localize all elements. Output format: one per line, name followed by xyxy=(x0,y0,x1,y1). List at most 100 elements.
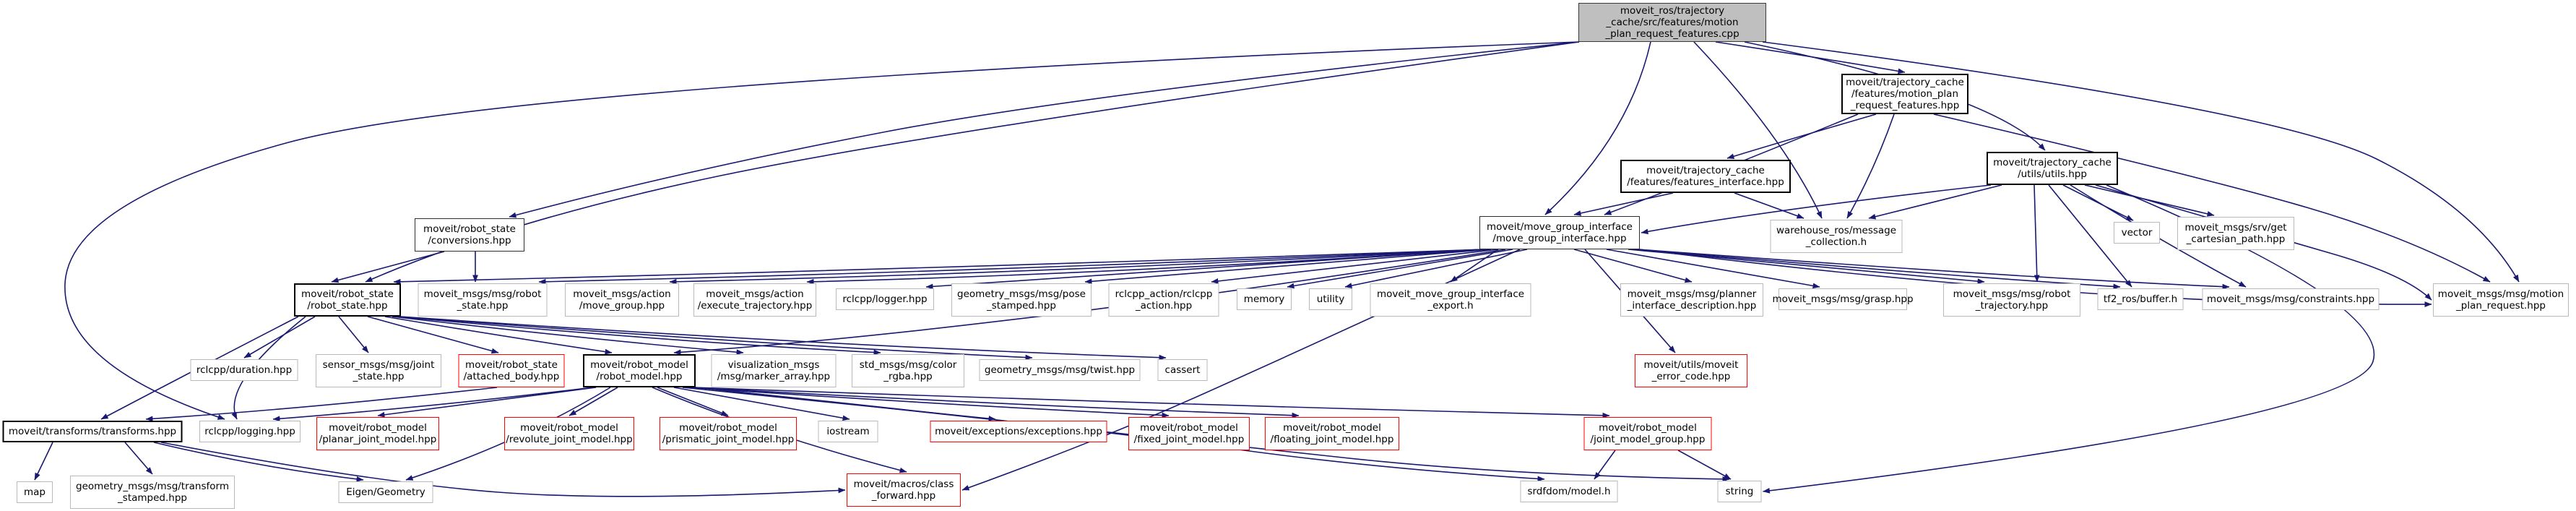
include-edge-robot_state-to-twist xyxy=(398,316,1033,361)
graph-node-mgi[interactable]: moveit/move_group_interface /move_group_… xyxy=(1479,216,1640,249)
include-edge-mgi-to-utility xyxy=(1344,249,1528,288)
include-edge-robot_state-to-robot_model xyxy=(384,316,613,355)
graph-node-tf2[interactable]: tf2_ros/buffer.h xyxy=(2097,288,2184,310)
include-edge-robot_model-to-string xyxy=(695,387,1730,482)
graph-node-color-rgba[interactable]: std_msgs/msg/color _rgba.hpp xyxy=(852,354,964,387)
include-edge-cpp-to-warehouse xyxy=(1693,41,1823,219)
graph-node-robot-traj[interactable]: moveit_msgs/msg/robot _trajectory.hpp xyxy=(1943,283,2080,317)
graph-node-utility[interactable]: utility xyxy=(1309,288,1352,310)
graph-node-exceptions[interactable]: moveit/exceptions/exceptions.hpp xyxy=(930,421,1107,442)
graph-node-warehouse[interactable]: warehouse_ros/message _collection.h xyxy=(1770,220,1903,253)
graph-node-execute[interactable]: moveit_msgs/action /execute_trajectory.h… xyxy=(693,283,816,317)
graph-node-eigen[interactable]: Eigen/Geometry xyxy=(338,481,433,503)
include-edge-robot_state-to-joint_state xyxy=(338,316,369,353)
include-edge-mgi-to-msg_robot_state xyxy=(538,249,1484,285)
include-edge-robot_state-to-color_rgba xyxy=(396,316,881,356)
graph-node-robot-model[interactable]: moveit/robot_model /robot_model.hpp xyxy=(583,354,696,387)
graph-node-conversions[interactable]: moveit/robot_state /conversions.hpp xyxy=(415,218,524,252)
graph-node-revolute[interactable]: moveit/robot_model /revolute_joint_model… xyxy=(504,417,634,450)
include-edge-robot_state-to-cassert xyxy=(399,316,1167,361)
include-edge-conversions-to-robot_state xyxy=(331,251,445,283)
include-edge-transforms-to-class_forward xyxy=(160,442,846,497)
include-edge-mprf-to-warehouse xyxy=(1846,113,1895,219)
include-edge-cpp-to-mpr xyxy=(1762,41,2520,283)
include-edge-mgi-to-robot_state xyxy=(393,249,1484,285)
graph-node-error-code[interactable]: moveit/utils/moveit _error_code.hpp xyxy=(1635,354,1747,387)
include-edge-utils-to-warehouse xyxy=(1868,184,2002,220)
include-edge-cpp-to-conversions xyxy=(509,41,1580,218)
graph-node-mpr[interactable]: moveit_msgs/msg/motion _plan_request.hpp xyxy=(2433,283,2569,317)
include-edge-utils-to-mgi xyxy=(1641,184,1992,235)
include-edge-jmg-to-srdfdom xyxy=(1594,450,1616,480)
include-edge-transforms-to-map xyxy=(34,442,53,481)
graph-node-fixed[interactable]: moveit/robot_model /fixed_joint_model.hp… xyxy=(1128,417,1250,450)
graph-node-map[interactable]: map xyxy=(17,481,53,503)
graph-node-srdfdom[interactable]: srdfdom/model.h xyxy=(1520,481,1618,502)
include-edge-utils-to-robot_traj xyxy=(2033,184,2040,283)
include-edge-cpp-to-robot_state xyxy=(365,41,1580,283)
include-edge-mgi-to-memory xyxy=(1287,249,1513,289)
graph-node-pose-stamped[interactable]: geometry_msgs/msg/pose _stamped.hpp xyxy=(951,283,1092,317)
graph-node-memory[interactable]: memory xyxy=(1237,288,1292,310)
include-edge-mgi-to-grasp xyxy=(1606,249,1820,289)
graph-node-grasp[interactable]: moveit_msgs/msg/grasp.hpp xyxy=(1772,288,1914,310)
graph-node-joint-state[interactable]: sensor_msgs/msg/joint _state.hpp xyxy=(316,354,441,387)
include-edge-utils-to-string xyxy=(1763,184,2375,494)
include-edge-robot_model-to-iostream xyxy=(673,387,850,421)
graph-node-jmg[interactable]: moveit/robot_model /joint_model_group.hp… xyxy=(1583,417,1712,450)
graph-node-transforms[interactable]: moveit/transforms/transforms.hpp xyxy=(2,421,183,442)
include-edge-mprf-to-mpr xyxy=(1933,113,2491,283)
graph-node-rclcpp-action[interactable]: rclcpp_action/rclcpp _action.hpp xyxy=(1108,283,1219,317)
include-edge-robot_model-to-floating xyxy=(691,387,1300,418)
graph-node-vector[interactable]: vector xyxy=(2114,222,2160,244)
include-edge-mgi-to-export xyxy=(1450,249,1499,283)
graph-node-planar[interactable]: moveit/robot_model /planar_joint_model.h… xyxy=(316,417,439,450)
graph-node-cpp[interactable]: moveit_ros/trajectory _cache/src/feature… xyxy=(1578,3,1766,42)
graph-node-cassert[interactable]: cassert xyxy=(1157,359,1208,381)
graph-node-string[interactable]: string xyxy=(1717,481,1762,502)
include-edge-robot_state-to-marker_array xyxy=(392,316,744,356)
include-edge-cpp-to-mgi xyxy=(1544,41,1651,215)
graph-node-logger[interactable]: rclcpp/logger.hpp xyxy=(836,288,934,310)
include-edge-cpp-to-logging xyxy=(64,41,1580,420)
graph-node-export[interactable]: moveit_move_group_interface _export.h xyxy=(1370,283,1531,317)
include-edge-robot_state-to-transforms xyxy=(100,316,299,420)
graph-node-get-cartesian[interactable]: moveit_msgs/srv/get _cartesian_path.hpp xyxy=(2177,217,2294,250)
graph-node-robot-state[interactable]: moveit/robot_state /robot_state.hpp xyxy=(294,283,401,317)
graph-node-action-mg[interactable]: moveit_msgs/action /move_group.hpp xyxy=(565,283,679,317)
include-edge-robot_model-to-fixed xyxy=(688,387,1170,418)
include-edge-mgi-to-rclcpp_action xyxy=(1211,249,1499,284)
include-edge-mgi-to-action_mg xyxy=(669,249,1484,285)
graph-node-attached-body[interactable]: moveit/robot_state /attached_body.hpp xyxy=(458,354,565,387)
graph-node-transform-stamped[interactable]: geometry_msgs/msg/transform _stamped.hpp xyxy=(70,476,235,509)
include-edge-fi-to-mgi xyxy=(1573,192,1674,216)
graph-node-constraints[interactable]: moveit_msgs/msg/constraints.hpp xyxy=(2202,288,2380,310)
graph-node-class-forward[interactable]: moveit/macros/class _forward.hpp xyxy=(847,473,961,507)
include-edge-robot_model-to-prismatic xyxy=(657,387,729,416)
include-edge-jmg-to-string xyxy=(1677,450,1732,480)
graph-node-mprf[interactable]: moveit/trajectory_cache /features/motion… xyxy=(1841,74,1968,114)
include-edge-robot_model-to-jmg xyxy=(693,387,1610,418)
include-edge-robot_state-to-attached_body xyxy=(367,316,499,354)
include-edge-robot_model-to-revolute xyxy=(569,387,618,416)
graph-node-planner[interactable]: moveit_msgs/msg/planner _interface_descr… xyxy=(1620,283,1763,317)
graph-node-duration[interactable]: rclcpp/duration.hpp xyxy=(190,359,298,381)
include-edge-mgi-to-pose_stamped xyxy=(1084,249,1492,285)
graph-node-prismatic[interactable]: moveit/robot_model /prismatic_joint_mode… xyxy=(660,417,797,450)
graph-node-twist[interactable]: geometry_msgs/msg/twist.hpp xyxy=(979,359,1141,381)
graph-node-marker-array[interactable]: visualization_msgs /msg/marker_array.hpp xyxy=(711,354,837,387)
include-edge-mprf-to-fi xyxy=(1726,113,1877,159)
graph-node-utils[interactable]: moveit/trajectory_cache /utils/utils.hpp xyxy=(1987,152,2118,185)
include-edge-fi-to-warehouse xyxy=(1734,192,1805,219)
graph-node-msg-robot-state[interactable]: moveit_msgs/msg/robot _state.hpp xyxy=(418,283,548,317)
include-edge-robot_model-to-logging xyxy=(272,387,593,422)
graph-node-iostream[interactable]: iostream xyxy=(818,421,878,442)
include-edge-robot_model-to-planar xyxy=(377,387,597,418)
graph-node-fi[interactable]: moveit/trajectory_cache /features/featur… xyxy=(1620,160,1791,193)
graph-node-floating[interactable]: moveit/robot_model /floating_joint_model… xyxy=(1265,417,1399,450)
include-edge-robot_state-to-duration xyxy=(243,316,316,358)
include-edge-utils-to-tf2 xyxy=(2048,184,2132,288)
include-edge-utils-to-mpr xyxy=(2095,184,2432,301)
graph-node-logging[interactable]: rclcpp/logging.hpp xyxy=(199,421,301,442)
